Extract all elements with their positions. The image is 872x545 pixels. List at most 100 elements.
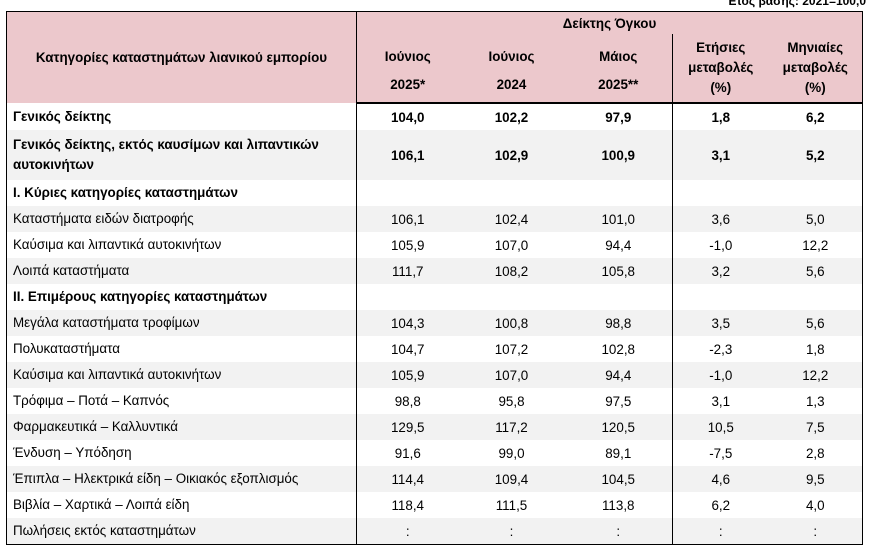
row-value — [459, 180, 565, 206]
col-header-line2: 2024 — [496, 77, 527, 92]
col-header-line1: Ιούνιος — [384, 49, 431, 64]
row-value — [672, 284, 769, 310]
row-value — [565, 284, 673, 310]
col-header-line1: Μάιος — [599, 49, 638, 64]
row-value — [459, 284, 565, 310]
row-value: 111,5 — [495, 497, 528, 513]
row-value: 95,8 — [498, 393, 525, 409]
row-value — [768, 284, 864, 310]
table-row: Γενικός δείκτης, εκτός καυσίμων και λιπα… — [6, 130, 864, 180]
row-value: 104,0 — [356, 103, 459, 130]
row-value: : — [356, 518, 459, 545]
col-header-line1: Ετήσιες μεταβολές — [688, 40, 754, 75]
row-value: 107,0 — [494, 237, 529, 253]
row-value: 109,4 — [458, 466, 565, 492]
table-row: Τρόφιμα – Ποτά – Καπνός 98,8 95,8 97,5 3,1 1,… — [6, 388, 864, 414]
row-value: 1,8 — [768, 336, 864, 362]
row-label: Γενικός δείκτης, εκτός καυσίμων και λιπα… — [6, 130, 357, 180]
row-value — [565, 180, 673, 206]
row-value: 4,6 — [672, 466, 769, 492]
col-header-line1: Ιούνιος — [488, 49, 535, 64]
row-value: : — [458, 518, 565, 545]
row-value: 114,4 — [356, 466, 459, 492]
table-row: Έπιπλα – Ηλεκτρικά είδη – Οικιακός εξοπλ… — [6, 466, 864, 492]
row-value: 5,6 — [768, 310, 864, 336]
row-value: 100,9 — [564, 130, 673, 180]
row-label: Βιβλία – Χαρτικά – Λοιπά είδη — [6, 492, 357, 518]
row-label: Φαρμακευτικά – Καλλυντικά — [6, 414, 357, 440]
row-value: -7,5 — [672, 440, 769, 466]
row-value: 102,2 — [494, 109, 529, 125]
row-label: Πωλήσεις εκτός καταστημάτων — [6, 518, 357, 545]
row-value: 6,2 — [768, 103, 864, 130]
row-value: 105,9 — [356, 362, 459, 388]
row-value: 89,1 — [605, 445, 632, 461]
row-value: 3,2 — [672, 258, 769, 284]
col-header-line2: 2025* — [390, 77, 426, 92]
row-value: 104,3 — [356, 310, 459, 336]
row-label: ΙΙ. Επιμέρους κατηγορίες καταστημάτων — [6, 284, 357, 310]
row-value: 100,8 — [458, 310, 565, 336]
row-value: 104,5 — [564, 466, 673, 492]
table-row: Καύσιμα και λιπαντικά αυτοκινήτων 105,9 10… — [6, 232, 864, 258]
row-label: Ι. Κύριες κατηγορίες καταστημάτων — [6, 180, 357, 206]
table-row: Λοιπά καταστήματα 111,7 108,2 105,8 3,2 5,6 — [6, 258, 864, 284]
row-value — [672, 180, 769, 206]
volume-index-group-header: Δείκτης Όγκου — [355, 11, 864, 34]
row-value: 5,0 — [768, 206, 864, 232]
row-label: Καύσιμα και λιπαντικά αυτοκινήτων — [6, 362, 357, 388]
row-label: Έπιπλα – Ηλεκτρικά είδη – Οικιακός εξοπλ… — [6, 466, 357, 492]
row-value: 3,6 — [672, 206, 769, 232]
row-value: -2,3 — [672, 336, 769, 362]
row-value: : — [564, 518, 673, 545]
col-header-june-2025: Ιούνιος 2025* — [356, 34, 459, 104]
row-label: Μεγάλα καταστήματα τροφίμων — [6, 310, 357, 336]
row-value: 129,5 — [356, 414, 459, 440]
row-value — [356, 180, 459, 206]
row-value: 7,5 — [768, 414, 864, 440]
row-value: 108,2 — [458, 258, 565, 284]
col-header-line1: Μηνιαίες μεταβολές — [782, 40, 848, 75]
row-value: 98,8 — [356, 388, 459, 414]
table-row: Βιβλία – Χαρτικά – Λοιπά είδη 118,4 111,5 1… — [6, 492, 864, 518]
row-value: 99,0 — [498, 445, 525, 461]
base-year-note: Έτος βάσης: 2021=100,0 — [726, 0, 866, 8]
row-label: Πολυκαταστήματα — [6, 336, 357, 362]
row-value: 1,8 — [672, 103, 769, 130]
row-value: 3,1 — [672, 130, 769, 180]
row-value: 3,1 — [672, 388, 769, 414]
col-header-line2: (%) — [710, 80, 732, 95]
row-value: -1,0 — [672, 232, 769, 258]
col-header-monthly-change: Μηνιαίες μεταβολές (%) — [768, 34, 864, 104]
row-value: 120,5 — [564, 414, 673, 440]
row-value: 107,0 — [458, 362, 565, 388]
row-value: 106,1 — [356, 206, 459, 232]
row-value: 12,2 — [768, 362, 864, 388]
table-row: Ένδυση – Υπόδηση 91,6 99,0 89,1 -7,5 2,8 — [6, 440, 864, 466]
table-row: Μεγάλα καταστήματα τροφίμων 104,3 100,8 98,… — [6, 310, 864, 336]
table-body: Γενικός δείκτης 104,0 102,2 97,9 1,8 6,2 Γενικ… — [6, 103, 864, 545]
col-header-line2: (%) — [804, 80, 826, 95]
table-row: Καύσιμα και λιπαντικά αυτοκινήτων 105,9 10… — [6, 362, 864, 388]
row-value — [356, 284, 459, 310]
row-label: Καύσιμα και λιπαντικά αυτοκινήτων — [6, 232, 357, 258]
row-value — [768, 180, 864, 206]
row-value: 102,8 — [601, 341, 635, 357]
row-value: 107,2 — [494, 341, 529, 357]
row-value: -1,0 — [672, 362, 769, 388]
row-value: 5,6 — [768, 258, 864, 284]
row-value: 106,1 — [356, 130, 459, 180]
row-value: 1,3 — [768, 388, 864, 414]
table-row: ΙΙ. Επιμέρους κατηγορίες καταστημάτων — [6, 284, 864, 310]
col-header-june-2024: Ιούνιος 2024 — [458, 34, 565, 104]
row-value: 102,4 — [458, 206, 565, 232]
table-row: Πολυκαταστήματα 104,7 107,2 102,8 -2,3 1,8 — [6, 336, 864, 362]
row-value: 113,8 — [601, 497, 635, 513]
row-value: 94,4 — [564, 362, 673, 388]
row-value: : — [672, 518, 769, 545]
row-value: 2,8 — [768, 440, 864, 466]
row-label: Τρόφιμα – Ποτά – Καπνός — [6, 388, 357, 414]
row-value: 91,6 — [356, 440, 459, 466]
row-value: 101,0 — [564, 206, 673, 232]
table-row: Καταστήματα ειδών διατροφής 106,1 102,4 101… — [6, 206, 864, 232]
